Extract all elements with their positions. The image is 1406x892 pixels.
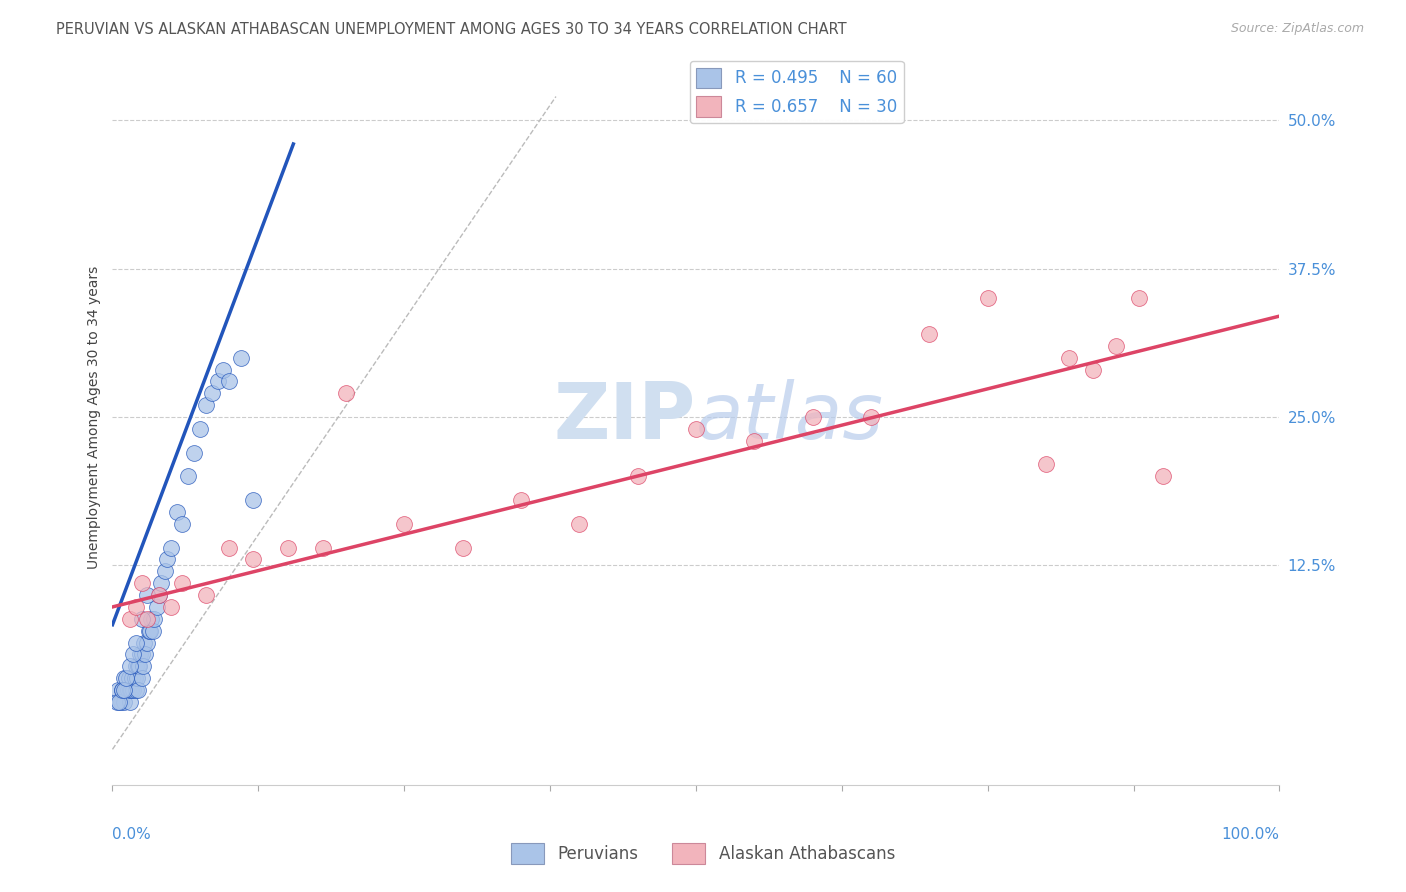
Point (131, 671, 153, 685)
Point (118, 659, 141, 673)
Point (201, 386, 224, 401)
Point (118, 612, 141, 626)
Point (129, 648, 152, 662)
Point (177, 469, 200, 483)
Point (118, 671, 141, 685)
Point (242, 493, 264, 508)
Point (131, 576, 153, 591)
Point (859, 410, 883, 425)
Point (143, 612, 166, 626)
Text: 100.0%: 100.0% (1222, 827, 1279, 841)
Point (124, 671, 146, 685)
Point (112, 671, 135, 685)
Point (568, 516, 591, 531)
Point (1105, 339, 1128, 353)
Point (172, 516, 194, 531)
Point (118, 683, 141, 698)
Point (685, 422, 707, 436)
Point (212, 362, 235, 376)
Point (117, 683, 139, 698)
Point (138, 624, 160, 638)
Point (120, 683, 142, 698)
Point (139, 624, 162, 638)
Point (131, 648, 153, 662)
Point (122, 683, 145, 698)
Point (127, 659, 149, 673)
Point (218, 541, 240, 555)
Text: Source: ZipAtlas.com: Source: ZipAtlas.com (1230, 22, 1364, 36)
Point (125, 635, 148, 649)
Point (976, 291, 998, 305)
Point (107, 683, 129, 698)
Point (131, 612, 153, 626)
Point (509, 493, 531, 508)
Point (127, 683, 149, 698)
Point (139, 612, 162, 626)
Point (276, 541, 298, 555)
Point (918, 326, 941, 341)
Point (451, 541, 474, 555)
Point (122, 648, 145, 662)
Point (115, 683, 138, 698)
Point (125, 659, 148, 673)
Point (194, 398, 217, 412)
Point (148, 588, 170, 602)
Point (148, 588, 170, 602)
Y-axis label: Unemployment Among Ages 30 to 34 years: Unemployment Among Ages 30 to 34 years (87, 266, 101, 568)
Text: PERUVIAN VS ALASKAN ATHABASCAN UNEMPLOYMENT AMONG AGES 30 TO 34 YEARS CORRELATIO: PERUVIAN VS ALASKAN ATHABASCAN UNEMPLOYM… (56, 22, 846, 37)
Point (801, 410, 824, 425)
Point (125, 599, 148, 614)
Point (335, 386, 357, 401)
Point (160, 541, 183, 555)
Point (1152, 469, 1174, 483)
Text: 0.0%: 0.0% (112, 827, 152, 841)
Point (146, 599, 169, 614)
Point (110, 695, 132, 709)
Point (627, 469, 650, 483)
Point (742, 434, 765, 448)
Legend: Peruvians, Alaskan Athabascans: Peruvians, Alaskan Athabascans (505, 837, 901, 871)
Point (229, 351, 252, 365)
Point (105, 695, 128, 709)
Point (194, 588, 217, 602)
Text: ZIP: ZIP (554, 379, 696, 455)
Point (108, 695, 131, 709)
Point (183, 445, 205, 459)
Point (125, 671, 148, 685)
Point (160, 599, 183, 614)
Point (392, 516, 416, 531)
Point (242, 552, 264, 566)
Point (132, 659, 155, 673)
Point (1128, 291, 1150, 305)
Text: atlas: atlas (696, 379, 884, 455)
Point (125, 683, 148, 698)
Point (136, 588, 159, 602)
Point (150, 576, 173, 591)
Point (132, 635, 155, 649)
Point (311, 541, 333, 555)
Point (128, 659, 150, 673)
Point (134, 648, 156, 662)
Point (156, 552, 179, 566)
Legend: R = 0.495    N = 60, R = 0.657    N = 30: R = 0.495 N = 60, R = 0.657 N = 30 (689, 61, 904, 123)
Point (1081, 362, 1104, 376)
Point (166, 505, 188, 519)
Point (112, 683, 135, 698)
Point (111, 683, 134, 698)
Point (188, 422, 211, 436)
Point (136, 635, 159, 649)
Point (172, 576, 194, 591)
Point (1059, 351, 1081, 365)
Point (112, 695, 135, 709)
Point (111, 683, 134, 698)
Point (218, 375, 240, 389)
Point (136, 612, 159, 626)
Point (142, 624, 165, 638)
Point (118, 695, 141, 709)
Point (153, 564, 176, 578)
Point (121, 671, 143, 685)
Point (207, 375, 229, 389)
Point (115, 671, 138, 685)
Point (1035, 458, 1057, 472)
